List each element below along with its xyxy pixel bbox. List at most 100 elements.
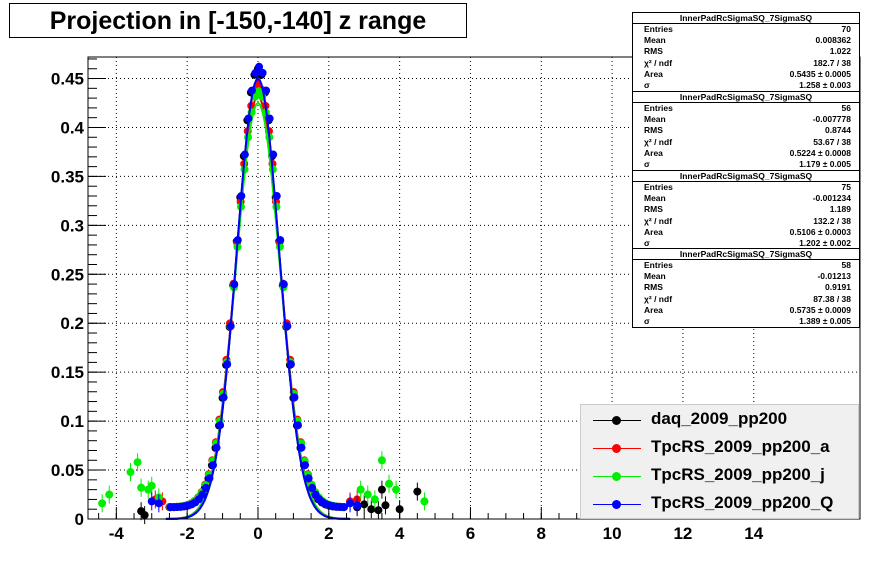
stats-box: InnerPadRcSigmaSQ_7SigmaSQ Entries 58 Mean -… (632, 248, 860, 329)
x-tick-label: 14 (744, 524, 763, 543)
legend-label: daq_2009_pp200 (651, 409, 788, 428)
data-point (255, 62, 264, 71)
stats-row: RMS 1.189 (633, 204, 859, 215)
chart-title-box: Projection in [-150,-140] z range (9, 3, 467, 38)
data-point (381, 501, 390, 510)
legend: daq_2009_pp200 TpcRS_2009_pp200_a TpcRS_20… (580, 404, 859, 519)
data-point (201, 483, 210, 492)
data-point (237, 191, 246, 200)
data-point (126, 468, 135, 477)
data-point (98, 499, 107, 508)
x-tick-label: 12 (673, 524, 692, 543)
stats-value: 132.2 / 38 (813, 215, 851, 226)
stats-key: RMS (644, 46, 663, 57)
data-point (258, 68, 267, 77)
legend-entry: daq_2009_pp200 (581, 407, 860, 435)
stats-row: Area 0.5224 ± 0.0008 (633, 148, 859, 159)
series-TpcRS_2009_pp200_j (98, 87, 429, 520)
stats-row: Area 0.5435 ± 0.0005 (633, 69, 859, 80)
fit-curve (165, 77, 351, 520)
legend-marker (612, 416, 621, 425)
stats-row: χ² / ndf 132.2 / 38 (633, 216, 859, 227)
data-point (244, 114, 253, 123)
stats-row: Area 0.5106 ± 0.0003 (633, 227, 859, 238)
stats-key: Area (644, 68, 663, 79)
stats-value: 53.67 / 38 (813, 136, 851, 147)
stats-value: -0.001234 (812, 193, 851, 204)
x-tick-label: 10 (603, 524, 622, 543)
stats-value: 70 (841, 24, 851, 34)
stats-box: InnerPadRcSigmaSQ_7SigmaSQ Entries 56 Mean -… (632, 91, 860, 172)
stats-title: InnerPadRcSigmaSQ_7SigmaSQ (633, 13, 859, 24)
stats-row: χ² / ndf 87.38 / 38 (633, 294, 859, 305)
data-point (269, 150, 278, 159)
data-point (240, 150, 249, 159)
legend-marker (612, 444, 621, 453)
stats-value: 1.179 ± 0.005 (799, 158, 851, 169)
x-tick-label: 2 (324, 524, 333, 543)
data-point (279, 280, 288, 289)
data-point (276, 236, 285, 245)
stats-value: 1.389 ± 0.005 (799, 315, 851, 326)
legend-label: TpcRS_2009_pp200_a (651, 437, 830, 456)
data-point (251, 68, 260, 77)
data-point (137, 483, 146, 492)
stats-row: σ 1.258 ± 0.003 (633, 80, 859, 91)
series-daq_2009_pp200 (137, 64, 422, 525)
stats-key: Area (644, 147, 663, 158)
data-point (233, 236, 242, 245)
data-point (209, 461, 218, 470)
data-point (370, 495, 379, 504)
stats-key: Area (644, 304, 663, 315)
legend-marker (612, 472, 621, 481)
stats-key: Mean (644, 271, 666, 282)
stats-key: Mean (644, 193, 666, 204)
stats-title: InnerPadRcSigmaSQ_7SigmaSQ (633, 171, 859, 182)
stats-key: Mean (644, 114, 666, 125)
y-tick-label: 0.45 (51, 70, 84, 89)
data-point (392, 485, 401, 494)
stats-value: 1.022 (829, 46, 851, 57)
stats-key: χ² / ndf (644, 57, 673, 68)
data-point (272, 191, 281, 200)
data-point (212, 443, 221, 452)
series-TpcRS_2009_pp200_a (151, 80, 362, 520)
stats-key: σ (644, 158, 650, 169)
data-point (140, 511, 149, 520)
data-point (283, 322, 292, 331)
chart-title: Projection in [-150,-140] z range (49, 7, 427, 35)
plot-frame (87, 56, 861, 520)
y-tick-label: 0.1 (60, 412, 84, 431)
stats-key: χ² / ndf (644, 215, 673, 226)
y-tick-label: 0.05 (51, 461, 84, 480)
stats-value: 56 (841, 103, 851, 113)
y-tick-label: 0.35 (51, 167, 84, 186)
stats-value: 0.5224 ± 0.0008 (789, 147, 851, 158)
data-point (377, 485, 386, 494)
stats-row: χ² / ndf 53.67 / 38 (633, 137, 859, 148)
stats-key: Entries (644, 103, 673, 113)
x-tick-label: -2 (180, 524, 195, 543)
stats-row: σ 1.202 ± 0.002 (633, 238, 859, 249)
data-point (360, 500, 369, 509)
stats-key: χ² / ndf (644, 293, 673, 304)
stats-value: 0.008362 (815, 35, 851, 46)
stats-key: Area (644, 226, 663, 237)
x-tick-label: -4 (109, 524, 125, 543)
y-tick-label: 0.15 (51, 363, 84, 382)
series-TpcRS_2009_pp200_Q (147, 62, 362, 520)
stats-value: 182.7 / 38 (813, 57, 851, 68)
stats-value: 58 (841, 260, 851, 270)
data-point (223, 360, 232, 369)
stats-row: Entries 58 (633, 260, 859, 271)
data-point (385, 479, 394, 488)
data-point (230, 280, 239, 289)
stats-value: 0.9191 (825, 282, 851, 293)
stats-key: Entries (644, 260, 673, 270)
data-point (262, 86, 271, 95)
legend-entry: TpcRS_2009_pp200_j (581, 463, 860, 491)
x-tick-label: 6 (466, 524, 475, 543)
legend-entry: TpcRS_2009_pp200_Q (581, 491, 860, 519)
data-point (420, 497, 429, 506)
data-point (413, 487, 422, 496)
